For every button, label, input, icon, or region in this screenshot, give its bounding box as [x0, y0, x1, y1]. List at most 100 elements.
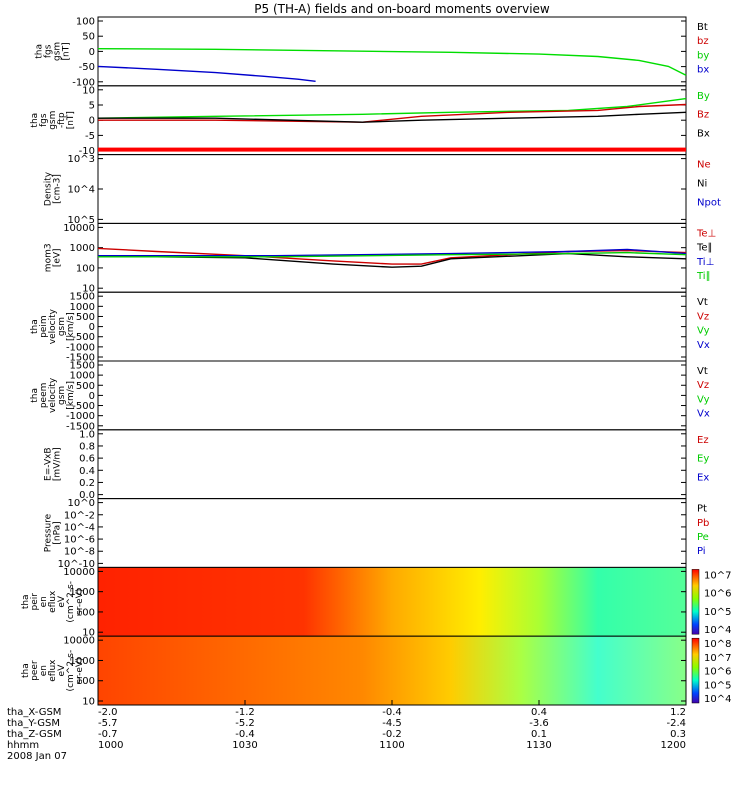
- y-tick-label: 0: [89, 47, 95, 58]
- y-tick-label: 1000: [70, 302, 95, 313]
- colorbar-label: 10^8: [704, 639, 731, 650]
- x-tick-label: -4.5: [382, 718, 402, 729]
- y-label-line: Density: [44, 171, 54, 206]
- legend-entry: Ti∥: [696, 271, 711, 282]
- y-tick-label: -1000: [66, 342, 95, 353]
- legend-entry: Ez: [697, 435, 709, 446]
- y-tick-label: 100: [76, 263, 95, 274]
- y-tick-label: 0: [89, 391, 95, 402]
- spectrogram: [98, 636, 686, 705]
- y-label-line: en: [39, 596, 49, 607]
- legend-entry: Ey: [697, 454, 709, 465]
- y-label-line: peim: [39, 315, 49, 338]
- legend-entry: Ti⊥: [696, 257, 714, 268]
- x-tick-label: 1.2: [670, 707, 686, 718]
- y-label-line: velocity: [48, 308, 58, 344]
- colorbar-label: 10^6: [704, 589, 731, 600]
- y-tick-label: 10^-8: [64, 547, 95, 558]
- x-tick-label: 0.3: [670, 729, 686, 740]
- y-label-line: eflux: [48, 590, 58, 613]
- legend-entry: Te⊥: [696, 228, 716, 239]
- x-tick-label: 1130: [526, 740, 551, 751]
- y-label-line: gsm: [48, 111, 58, 130]
- legend-entry: Pi: [697, 546, 706, 557]
- panel-8: 10^010^-210^-4 10^-610^-810^-10 Pressure [n…: [44, 498, 709, 570]
- x-tick-label: -0.4: [382, 707, 402, 718]
- y-label-line: peer: [30, 660, 40, 681]
- y-tick-label: 10^-2: [64, 510, 95, 521]
- y-tick-label: 10^-6: [64, 535, 95, 546]
- figure-title: P5 (TH-A) fields and on-board moments ov…: [254, 2, 550, 16]
- y-tick-label: 10: [82, 85, 95, 96]
- y-label-line: (cm^2-s-: [66, 581, 76, 623]
- panel-frame: [97, 498, 687, 568]
- spectrogram: [98, 567, 686, 637]
- y-tick-label: 100: [76, 676, 95, 687]
- legend-entry: Vz: [697, 380, 709, 391]
- y-tick-label: 1000: [70, 371, 95, 382]
- panel-9: 10^7 10^6 10^5 10^4 10000 1000 100 10 tha peir en e…: [21, 566, 731, 639]
- y-label-line: [nT]: [66, 111, 76, 129]
- y-label-line: mom3: [44, 243, 54, 272]
- y-label-line: [mV/m]: [53, 447, 63, 481]
- x-tick-label: -5.7: [98, 718, 118, 729]
- y-tick-label: 1000: [70, 656, 95, 667]
- y-tick-label: 10^3: [68, 154, 95, 165]
- legend-entry: Vx: [697, 409, 710, 420]
- y-tick-label: 0: [89, 116, 95, 127]
- y-tick-label: 10: [82, 628, 95, 639]
- y-label-line: sr-eV): [75, 657, 85, 683]
- colorbar-label: 10^5: [704, 607, 731, 618]
- y-label-line: gsm: [53, 42, 63, 61]
- y-tick-label: 1500: [70, 292, 95, 303]
- x-tick-label: 1100: [379, 740, 404, 751]
- y-tick-label: 10^4: [68, 185, 95, 196]
- x-tick-label: 0.4: [531, 707, 547, 718]
- y-label-line: peir: [30, 593, 40, 611]
- panel-4: 10000 1000 100 10 mom3 [eV] Te⊥ Te∥ Ti⊥ Ti∥: [44, 222, 716, 295]
- y-label-line: fgs: [39, 113, 49, 127]
- panel-2: 10 5 0 -5 -10 tha fgs gsm -ftp [nT] By Bz Bx: [30, 85, 710, 157]
- y-label-line: [nT]: [62, 42, 72, 60]
- y-label-line: eV: [57, 595, 67, 608]
- y-tick-label: -5: [85, 131, 95, 142]
- y-tick-label: -50: [79, 62, 95, 73]
- legend-entry: Bx: [697, 129, 710, 140]
- legend-entry: Pt: [697, 504, 707, 515]
- x-tick-label: 1200: [661, 740, 686, 751]
- legend-entry: Vy: [697, 326, 710, 337]
- y-label-line: Pressure: [44, 513, 54, 552]
- y-tick-label: 10^5: [68, 215, 95, 226]
- y-axis-label: tha fgs gsm [nT]: [35, 42, 72, 61]
- series-line: [98, 111, 687, 123]
- x-row-label: tha_X-GSM: [7, 707, 61, 718]
- legend-entry: Ne: [697, 160, 711, 171]
- colorbar-label: 10^7: [704, 653, 731, 664]
- legend-entry: Vy: [697, 394, 710, 405]
- y-label-line: [km/s]: [66, 381, 76, 410]
- y-tick-label: 10000: [63, 223, 95, 234]
- y-label-line: fgs: [44, 44, 54, 58]
- legend-entry: Te∥: [696, 243, 713, 254]
- y-label-line: sr-eV): [75, 589, 85, 615]
- x-tick-label: 1030: [232, 740, 257, 751]
- series-line: [97, 48, 687, 76]
- y-tick-label: 10000: [63, 567, 95, 578]
- y-label-line: -ftp: [57, 112, 67, 128]
- x-tick-label: -2.0: [98, 707, 118, 718]
- y-tick-label: -1500: [66, 353, 95, 364]
- legend-entry: Bt: [697, 22, 708, 33]
- y-label-line: [cm-3]: [53, 174, 63, 204]
- y-axis-label: tha fgs gsm -ftp [nT]: [30, 111, 76, 130]
- legend-entry: Vz: [697, 311, 709, 322]
- legend-entry: Pb: [697, 518, 709, 529]
- series-line: [98, 248, 687, 257]
- y-tick-label: -100: [72, 77, 95, 88]
- y-label-line: tha: [35, 44, 45, 59]
- panel-10: 10^8 10^7 10^6 10^5 10^4 10000 1000 100 10 tha pee…: [21, 635, 731, 708]
- y-label-line: tha: [30, 319, 40, 334]
- panel-frame: [97, 360, 687, 431]
- x-tick-label: -0.4: [235, 729, 255, 740]
